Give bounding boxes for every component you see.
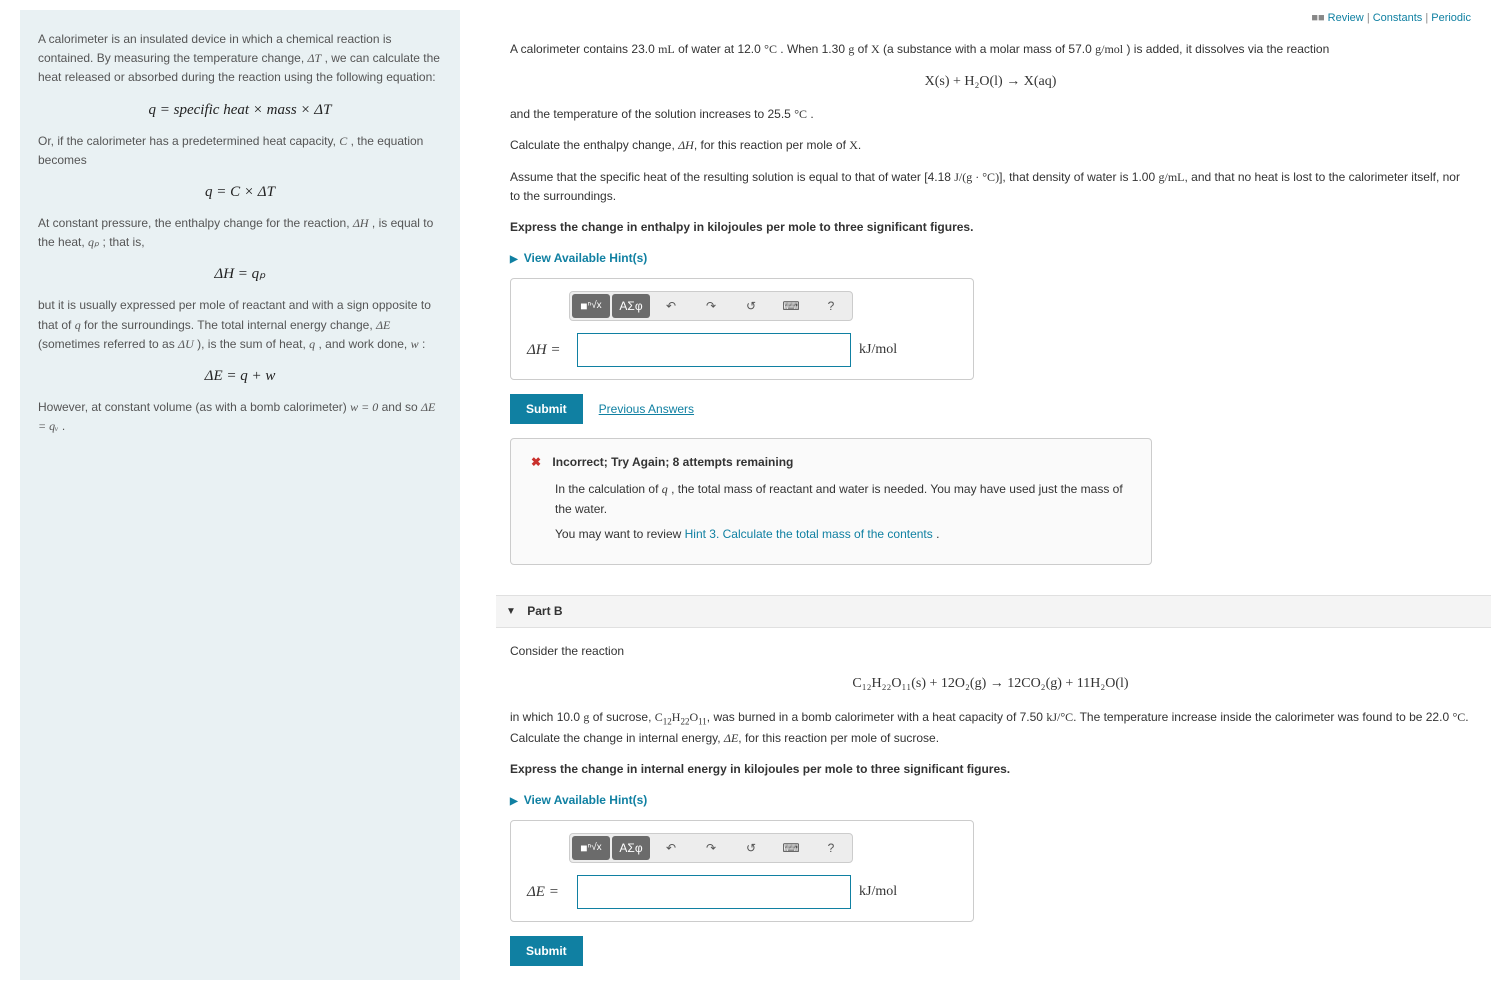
var-c: C: [339, 134, 347, 148]
parta-previous-answers-link[interactable]: Previous Answers: [599, 400, 694, 419]
feedback-body1: In the calculation of q , the total mass…: [555, 480, 1131, 518]
partb-title: Part B: [527, 604, 562, 618]
var-w0: w = 0: [350, 400, 378, 414]
feedback-header: ✖ Incorrect; Try Again; 8 attempts remai…: [531, 453, 1131, 472]
text: .: [62, 419, 65, 433]
partb-submit-button[interactable]: Submit: [510, 936, 583, 966]
theory-p1: A calorimeter is an insulated device in …: [38, 30, 442, 88]
review-link[interactable]: Review: [1328, 12, 1364, 24]
text: However, at constant volume (as with a b…: [38, 400, 350, 414]
partb-reaction: C₁₂H₂₂O₁₁(s) + 12O₂(g) → 12CO₂(g) + 11H₂…: [510, 673, 1471, 695]
parta-intro: A calorimeter contains 23.0 mL of water …: [510, 40, 1471, 59]
partb-express: Express the change in internal energy in…: [510, 760, 1471, 779]
top-links: ■■ Review | Constants | Periodic: [510, 10, 1471, 28]
keyboard-button[interactable]: ⌨: [772, 836, 810, 860]
partb-hints-toggle[interactable]: View Available Hint(s): [510, 791, 1471, 810]
delta-u: ΔU: [178, 337, 194, 351]
equation-4: ΔE = q + w: [38, 364, 442, 388]
partb-toolbar: ■ⁿ√x ΑΣφ ↶ ↷ ↺ ⌨ ?: [569, 833, 853, 863]
text: :: [422, 337, 425, 351]
partb-body: in which 10.0 g of sucrose, C12H22O11, w…: [510, 708, 1471, 748]
parta-feedback: ✖ Incorrect; Try Again; 8 attempts remai…: [510, 438, 1152, 565]
greek-button[interactable]: ΑΣφ: [612, 294, 650, 318]
text: ), is the sum of heat,: [197, 337, 309, 351]
parta-unit: kJ/mol: [859, 339, 897, 361]
partb-answer-input[interactable]: [577, 875, 851, 909]
theory-p4: but it is usually expressed per mole of …: [38, 296, 442, 354]
text: (sometimes referred to as: [38, 337, 178, 351]
partb-header[interactable]: ▼ Part B: [496, 595, 1491, 628]
undo-button[interactable]: ↶: [652, 294, 690, 318]
theory-panel: A calorimeter is an insulated device in …: [20, 10, 460, 980]
parta-submit-button[interactable]: Submit: [510, 394, 583, 424]
partb-unit: kJ/mol: [859, 881, 897, 903]
delta-e: ΔE: [376, 318, 390, 332]
text: Or, if the calorimeter has a predetermin…: [38, 134, 339, 148]
text: .: [936, 527, 939, 541]
equation-2: q = C × ΔT: [38, 180, 442, 204]
feedback-body2: You may want to review Hint 3. Calculate…: [555, 525, 1131, 544]
delta-t: ΔT: [308, 51, 322, 65]
question-panel: ■■ Review | Constants | Periodic A calor…: [500, 10, 1481, 980]
parta-toolbar: ■ⁿ√x ΑΣφ ↶ ↷ ↺ ⌨ ?: [569, 291, 853, 321]
templates-button[interactable]: ■ⁿ√x: [572, 294, 610, 318]
theory-p2: Or, if the calorimeter has a predetermin…: [38, 132, 442, 170]
parta-express: Express the change in enthalpy in kilojo…: [510, 218, 1471, 237]
periodic-link[interactable]: Periodic: [1431, 12, 1471, 24]
partb-prefix: ΔE =: [527, 880, 569, 904]
parta-answer-input[interactable]: [577, 333, 851, 367]
parta-reaction: X(s) + H₂O(l) → X(aq): [510, 71, 1471, 93]
incorrect-icon: ✖: [531, 455, 541, 469]
parta-prefix: ΔH =: [527, 338, 569, 362]
keyboard-button[interactable]: ⌨: [772, 294, 810, 318]
var-w: w: [411, 337, 419, 351]
theory-p3: At constant pressure, the enthalpy chang…: [38, 214, 442, 252]
var-qp: qₚ: [88, 235, 99, 249]
text: ; that is,: [103, 235, 145, 249]
parta-line2: and the temperature of the solution incr…: [510, 105, 1471, 124]
partb-intro: Consider the reaction: [510, 642, 1471, 661]
help-button[interactable]: ?: [812, 836, 850, 860]
constants-link[interactable]: Constants: [1373, 12, 1423, 24]
text: and so: [382, 400, 421, 414]
text: You may want to review: [555, 527, 685, 541]
var-q: q: [309, 337, 315, 351]
var-q: q: [75, 318, 81, 332]
greek-button[interactable]: ΑΣφ: [612, 836, 650, 860]
undo-button[interactable]: ↶: [652, 836, 690, 860]
text: At constant pressure, the enthalpy chang…: [38, 216, 353, 230]
delta-h: ΔH: [353, 216, 369, 230]
parta-hints-toggle[interactable]: View Available Hint(s): [510, 249, 1471, 268]
feedback-title: Incorrect; Try Again; 8 attempts remaini…: [552, 455, 793, 469]
parta-answer-box: ■ⁿ√x ΑΣφ ↶ ↷ ↺ ⌨ ? ΔH = kJ/mol: [510, 278, 974, 380]
equation-1: q = specific heat × mass × ΔT: [38, 98, 442, 122]
reset-button[interactable]: ↺: [732, 836, 770, 860]
caret-down-icon: ▼: [506, 604, 516, 620]
partb-answer-box: ■ⁿ√x ΑΣφ ↶ ↷ ↺ ⌨ ? ΔE = kJ/mol: [510, 820, 974, 922]
hint-3-link[interactable]: Hint 3. Calculate the total mass of the …: [685, 527, 933, 541]
reset-button[interactable]: ↺: [732, 294, 770, 318]
parta-line4: Assume that the specific heat of the res…: [510, 168, 1471, 206]
redo-button[interactable]: ↷: [692, 294, 730, 318]
text: , and work done,: [319, 337, 411, 351]
templates-button[interactable]: ■ⁿ√x: [572, 836, 610, 860]
help-button[interactable]: ?: [812, 294, 850, 318]
text: for the surroundings. The total internal…: [84, 318, 376, 332]
theory-p5: However, at constant volume (as with a b…: [38, 398, 442, 436]
parta-line3: Calculate the enthalpy change, ΔH, for t…: [510, 136, 1471, 155]
equation-3: ΔH = qₚ: [38, 262, 442, 286]
redo-button[interactable]: ↷: [692, 836, 730, 860]
